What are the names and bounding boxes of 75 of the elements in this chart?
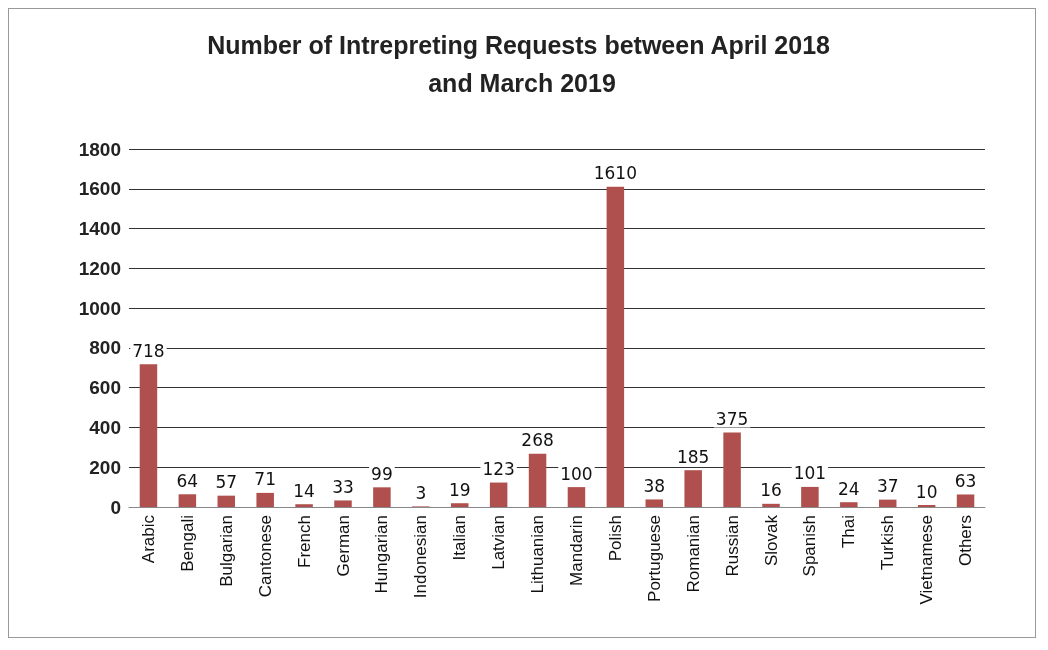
bar (450, 503, 469, 507)
data-label: 123 (482, 459, 515, 480)
x-tick-label: French (294, 515, 314, 568)
x-tick-label: Russian (722, 515, 742, 577)
x-tick-label: Turkish (878, 515, 898, 571)
bar (334, 500, 352, 507)
data-label: 10 (915, 481, 938, 502)
bar (489, 482, 508, 507)
x-tick-label: Thai (839, 515, 859, 549)
x-tick-label: Polish (605, 515, 625, 562)
x-tick-label: Romanian (683, 515, 703, 593)
bar (217, 495, 236, 507)
x-tick-label: Others (956, 515, 976, 567)
bar (956, 494, 975, 507)
bar (840, 502, 858, 507)
data-label: 33 (332, 476, 354, 497)
bar (256, 492, 274, 507)
y-tick-label: 600 (89, 377, 121, 399)
y-tick-label: 1600 (78, 178, 121, 200)
bar (373, 487, 391, 507)
data-label: 3 (415, 482, 427, 503)
bar (178, 494, 197, 507)
x-tick-label: Portuguese (644, 515, 664, 602)
data-label: 268 (521, 430, 554, 451)
x-tick-label: Arabic (138, 514, 158, 564)
bar (762, 503, 780, 507)
bar (684, 470, 702, 507)
x-tick-label: Italian (450, 515, 470, 561)
data-label: 19 (448, 479, 471, 500)
x-tick-label: Spanish (800, 515, 820, 577)
x-tick-label: Latvian (489, 515, 509, 570)
y-tick-label: 1800 (78, 138, 121, 160)
x-tick-label: Mandarin (566, 515, 586, 586)
data-label: 100 (560, 463, 593, 484)
data-label: 57 (215, 472, 238, 493)
bar (139, 364, 158, 507)
data-label: 185 (676, 446, 710, 467)
data-label: 718 (132, 340, 165, 361)
data-label: 14 (293, 480, 315, 501)
bar (645, 499, 664, 507)
x-tick-label: Cantonese (255, 515, 275, 598)
data-label: 16 (760, 480, 782, 501)
data-label: 63 (954, 470, 977, 491)
data-label: 64 (176, 470, 199, 491)
bar (878, 499, 897, 507)
data-label: 101 (793, 463, 827, 484)
data-label: 1610 (593, 163, 637, 184)
x-tick-label: Bulgarian (216, 515, 236, 587)
data-label: 38 (643, 475, 666, 496)
data-label: 99 (371, 463, 393, 484)
bar (723, 432, 741, 507)
bar (295, 504, 313, 507)
data-label: 24 (838, 478, 860, 499)
x-tick-label: Vietnamese (917, 515, 937, 605)
bar (567, 487, 586, 507)
x-tick-label: German (333, 515, 353, 577)
bar (801, 486, 819, 507)
y-tick-label: 1000 (78, 297, 121, 319)
data-label: 375 (715, 408, 749, 429)
y-tick-label: 200 (89, 456, 121, 478)
x-tick-label: Bengali (177, 515, 197, 572)
x-tick-label: Slovak (761, 514, 781, 567)
data-label: 71 (254, 469, 276, 490)
y-tick-label: 1200 (78, 257, 121, 279)
chart-title: Number of Intrepreting Requests between April 2018 and March 2019 (207, 31, 837, 97)
bar (528, 453, 547, 507)
y-tick-label: 800 (89, 337, 121, 359)
y-tick-label: 1400 (78, 218, 121, 240)
x-tick-label: Hungarian (372, 515, 392, 594)
y-tick-label: 0 (110, 496, 121, 518)
y-tick-label: 400 (89, 416, 121, 438)
x-tick-label: Indonesian (411, 515, 431, 599)
bar (606, 186, 625, 507)
data-label: 37 (876, 476, 899, 497)
x-tick-label: Lithuanian (528, 515, 548, 594)
